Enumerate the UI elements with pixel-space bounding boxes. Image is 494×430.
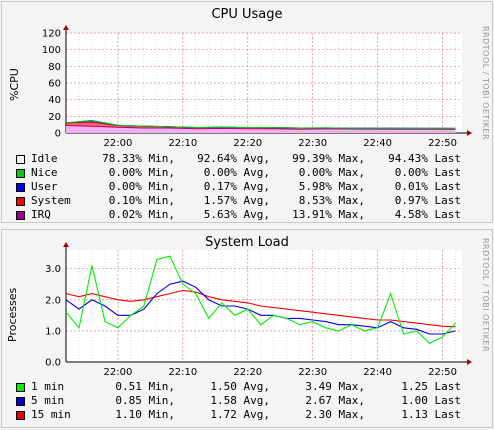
load-legend-min: 0.85 Min, <box>115 394 175 407</box>
load-y-tick-label: 3.0 <box>45 264 61 275</box>
load-legend-row: 5 min 0.85 Min, 1.58 Avg, 2.67 Max, 1.00 Las… <box>16 394 461 408</box>
cpu-series-system-area <box>66 122 456 130</box>
cpu-legend-row: IRQ 0.02% Min, 5.63% Avg, 13.91% Max, 4.58% … <box>16 208 461 222</box>
cpu-legend-min: 0.10% Min, <box>108 194 175 207</box>
cpu-y-tick-label: 20 <box>48 112 61 123</box>
load-y-axis-arrow <box>63 242 69 247</box>
cpu-legend-label: IRQ <box>31 208 51 221</box>
load-legend-label: 15 min <box>31 408 71 421</box>
cpu-x-tick-label: 22:50 <box>428 138 457 149</box>
cpu-legend-avg: 1.57% Avg, <box>203 194 270 207</box>
load-legend-avg: 1.58 Avg, <box>210 394 270 407</box>
cpu-legend-label: System <box>31 194 71 207</box>
cpu-legend-min: 78.33% Min, <box>102 152 175 165</box>
cpu-legend-max: 99.39% Max, <box>292 152 365 165</box>
cpu-y-tick-label: 120 <box>42 29 61 40</box>
load-legend-min: 0.51 Min, <box>115 380 175 393</box>
cpu-legend-row: Idle 78.33% Min, 92.64% Avg, 99.39% Max, 94.… <box>16 152 461 166</box>
load-series-1-min-line <box>65 255 456 344</box>
cpu-legend-swatch <box>16 182 25 192</box>
load-legend-swatch <box>16 396 25 406</box>
cpu-legend-last: 4.58% Last <box>394 208 461 221</box>
cpu-legend-label: Nice <box>31 166 58 179</box>
load-x-axis-arrow <box>467 359 472 365</box>
load-legend-last: 1.00 Last <box>401 394 461 407</box>
load-legend: 1 min 0.51 Min, 1.50 Avg, 3.49 Max, 1.25 Las… <box>16 380 461 422</box>
cpu-y-tick-label: 0 <box>55 129 61 140</box>
cpu-legend-avg: 0.17% Avg, <box>203 180 270 193</box>
cpu-series-nice-line <box>65 119 456 129</box>
cpu-chart-svg: 22:00 22:10 22:20 22:30 22:40 22:50 0 20 40 60 80 1… <box>42 25 472 149</box>
cpu-legend-label: Idle <box>31 152 58 165</box>
cpu-x-tick-label: 22:10 <box>168 138 197 149</box>
cpu-y-tick-label: 80 <box>48 62 61 73</box>
cpu-y-tick-label: 40 <box>48 95 61 106</box>
cpu-watermark: RRDTOOL / TOBI OETIKER <box>481 26 490 141</box>
load-y-tick-label: 1.0 <box>45 326 61 337</box>
cpu-legend-swatch <box>16 196 25 206</box>
cpu-usage-panel: CPU Usage %CPU RRDTOOL / TOBI OETIKER 22… <box>1 1 493 223</box>
cpu-x-tick-label: 22:40 <box>363 138 392 149</box>
cpu-x-tick-label: 22:20 <box>233 138 262 149</box>
cpu-legend-swatch <box>16 210 25 220</box>
load-y-tick-label: 0.0 <box>45 358 61 369</box>
cpu-legend-max: 5.98% Max, <box>298 180 365 193</box>
load-x-tick-label: 22:40 <box>363 367 392 378</box>
cpu-legend-row: Nice 0.00% Min, 0.00% Avg, 0.00% Max, 0.00% … <box>16 166 461 180</box>
load-x-tick-label: 22:30 <box>298 367 327 378</box>
load-legend-avg: 1.72 Avg, <box>210 408 270 421</box>
cpu-x-tick-label: 22:30 <box>298 138 327 149</box>
cpu-x-tick-label: 22:00 <box>104 138 133 149</box>
cpu-y-axis-arrow <box>63 25 69 30</box>
load-legend-row: 1 min 0.51 Min, 1.50 Avg, 3.49 Max, 1.25 Las… <box>16 380 461 394</box>
load-legend-min: 1.10 Min, <box>115 408 175 421</box>
load-legend-max: 2.67 Max, <box>305 394 365 407</box>
cpu-legend-max: 13.91% Max, <box>292 208 365 221</box>
cpu-legend-avg: 92.64% Avg, <box>197 152 270 165</box>
load-x-tick-label: 22:20 <box>233 367 262 378</box>
load-watermark: RRDTOOL / TOBI OETIKER <box>481 238 490 353</box>
load-y-tick-label: 2.0 <box>45 295 61 306</box>
system-load-panel: System Load Processes RRDTOOL / TOBI OET… <box>1 229 493 428</box>
cpu-legend-swatch <box>16 154 25 164</box>
load-legend-last: 1.13 Last <box>401 408 461 421</box>
load-legend-label: 1 min <box>31 380 65 393</box>
cpu-chart-title: CPU Usage <box>211 7 283 22</box>
load-chart-title: System Load <box>205 235 289 250</box>
cpu-legend-swatch <box>16 168 25 178</box>
load-x-tick-label: 22:00 <box>104 367 133 378</box>
load-chart-svg: 22:00 22:10 22:20 22:30 22:40 22:50 0.0 1.0 2.0 3… <box>45 242 472 378</box>
load-legend-label: 5 min <box>31 394 65 407</box>
load-legend-max: 2.30 Max, <box>305 408 365 421</box>
load-legend-swatch <box>16 410 25 420</box>
cpu-legend-min: 0.00% Min, <box>108 166 175 179</box>
cpu-legend-last: 0.97% Last <box>394 194 461 207</box>
load-x-tick-label: 22:10 <box>168 367 197 378</box>
load-legend-swatch <box>16 382 25 392</box>
cpu-legend-last: 94.43% Last <box>388 152 461 165</box>
cpu-legend-row: User 0.00% Min, 0.17% Avg, 5.98% Max, 0.01% … <box>16 180 461 194</box>
load-legend-last: 1.25 Last <box>401 380 461 393</box>
load-legend-max: 3.49 Max, <box>305 380 365 393</box>
cpu-legend-min: 0.02% Min, <box>108 208 175 221</box>
cpu-legend-row: System 0.10% Min, 1.57% Avg, 8.53% Max, 0.97… <box>16 194 461 208</box>
cpu-y-tick-label: 60 <box>48 79 61 90</box>
cpu-legend-label: User <box>31 180 58 193</box>
load-legend-avg: 1.50 Avg, <box>210 380 270 393</box>
cpu-x-axis-arrow <box>467 130 472 136</box>
cpu-legend-last: 0.00% Last <box>394 166 461 179</box>
cpu-legend-max: 8.53% Max, <box>298 194 365 207</box>
cpu-legend-min: 0.00% Min, <box>108 180 175 193</box>
cpu-legend-avg: 5.63% Avg, <box>203 208 270 221</box>
load-series-15-min-line <box>65 289 456 328</box>
load-legend-row: 15 min 1.10 Min, 1.72 Avg, 2.30 Max, 1.13 La… <box>16 408 461 422</box>
load-x-tick-label: 22:50 <box>428 367 457 378</box>
cpu-legend-max: 0.00% Max, <box>298 166 365 179</box>
cpu-legend-last: 0.01% Last <box>394 180 461 193</box>
cpu-legend-avg: 0.00% Avg, <box>203 166 270 179</box>
cpu-y-tick-label: 100 <box>42 45 61 56</box>
cpu-legend: Idle 78.33% Min, 92.64% Avg, 99.39% Max, 94.… <box>16 152 461 222</box>
